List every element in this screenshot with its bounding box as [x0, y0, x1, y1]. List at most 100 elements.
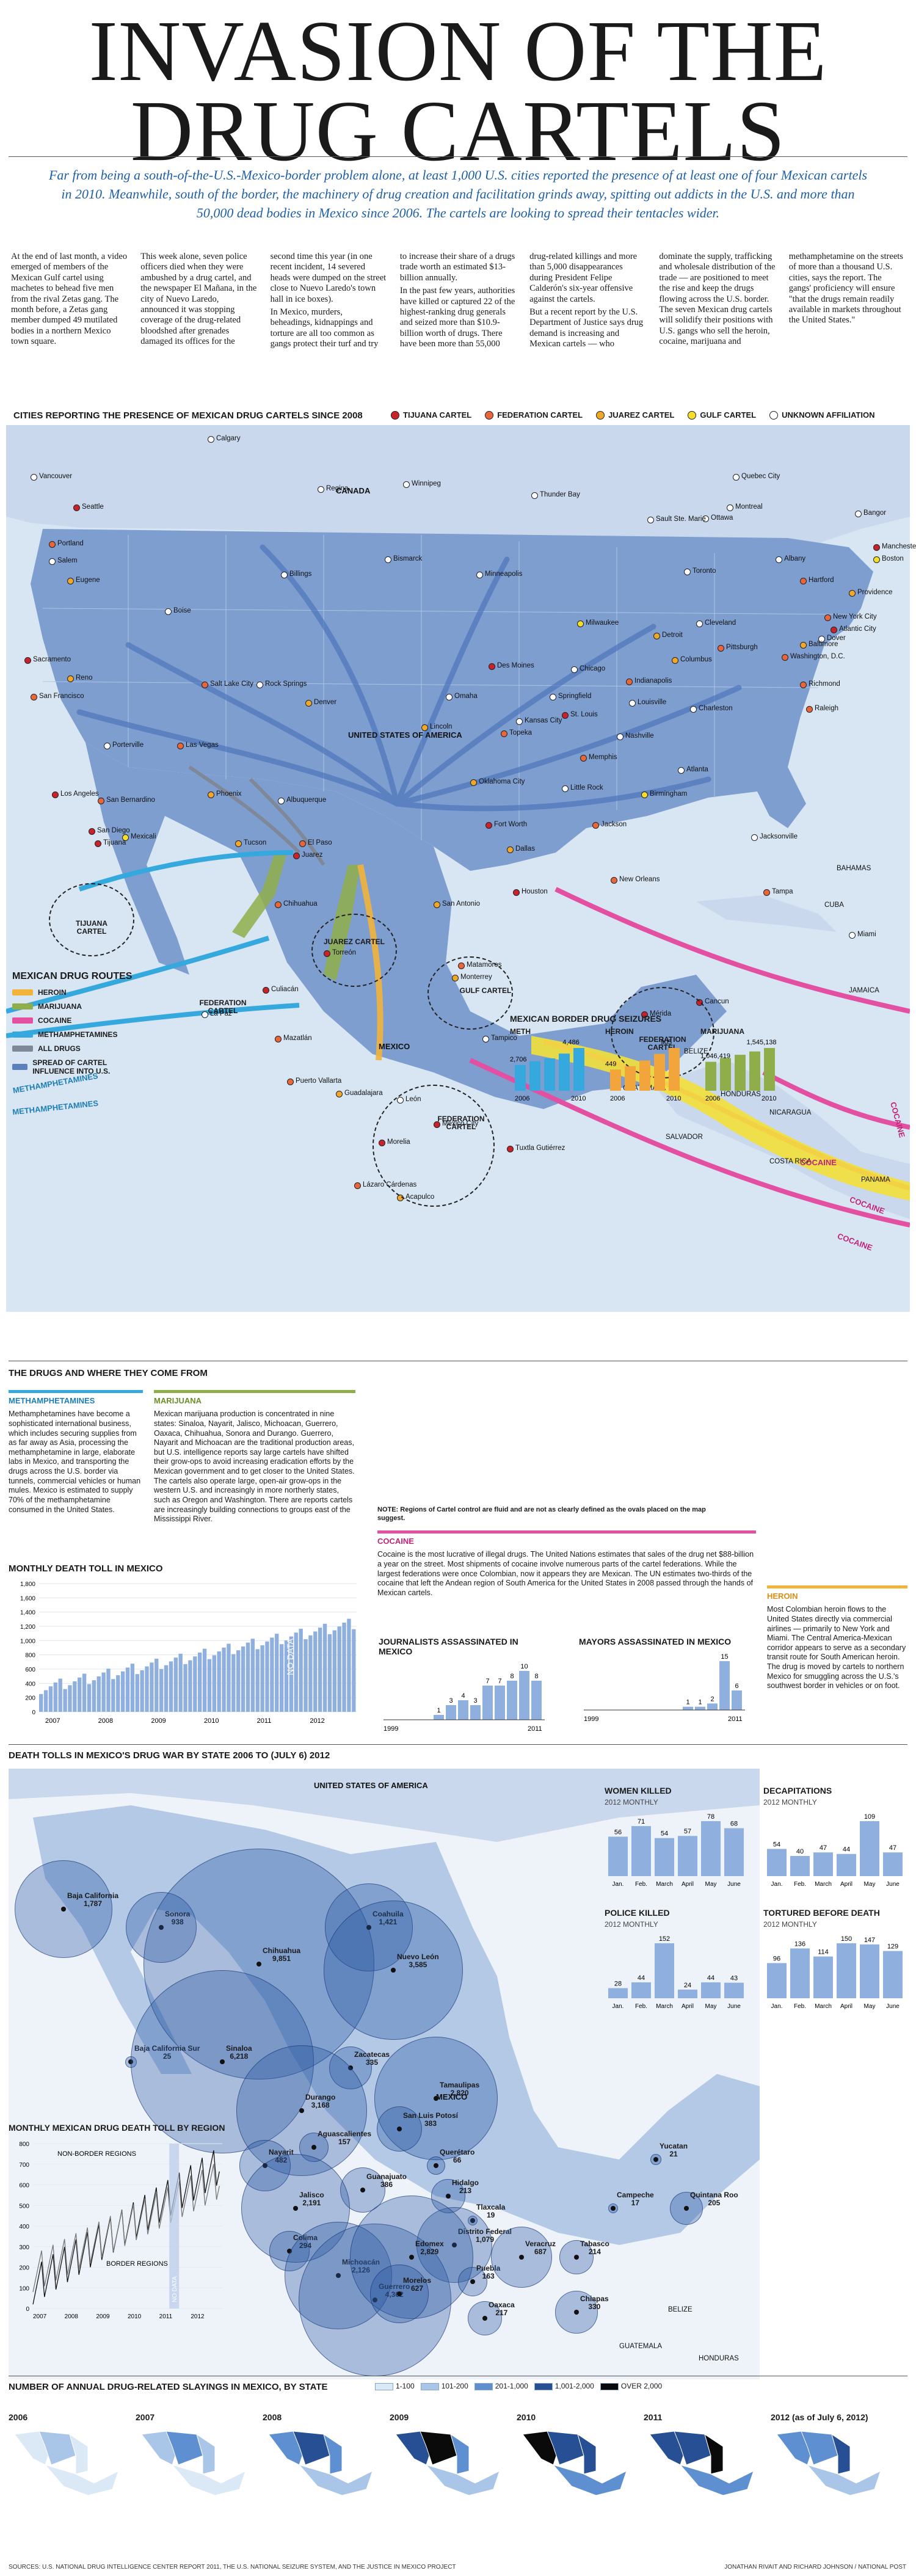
death-bar — [96, 1676, 101, 1712]
death-bar — [53, 1682, 58, 1712]
juarez-dot-icon — [596, 410, 605, 420]
death-bar — [145, 1666, 149, 1712]
city-label: Tucson — [244, 839, 267, 846]
state-name: Veracruz — [525, 2239, 556, 2248]
state-center-dot — [611, 2206, 616, 2211]
small-bar — [790, 1948, 810, 1998]
death-bar — [227, 1643, 231, 1712]
city-label: Montreal — [735, 503, 763, 511]
seizure-bar — [639, 1060, 650, 1091]
death-bar — [245, 1642, 250, 1712]
city-marker — [446, 694, 453, 700]
city-marker — [516, 718, 523, 725]
month-label: April — [840, 1881, 852, 1888]
state-name: Sinaloa — [226, 2044, 252, 2053]
city-marker — [800, 682, 807, 688]
legend-label: GULF CARTEL — [700, 410, 757, 420]
legend-tijuana: TIJUANA CARTEL — [391, 410, 471, 420]
small-bar-label: 129 — [887, 1943, 898, 1951]
small-bar-label: 47 — [889, 1844, 896, 1852]
country-costa-rica: COSTA RICA — [769, 1158, 812, 1165]
country-cuba: CUBA — [824, 901, 844, 909]
city-label: Hartford — [809, 577, 834, 584]
death-bar — [318, 1628, 322, 1712]
y-tick-label: 800 — [25, 1653, 35, 1659]
state-center-dot — [397, 2127, 402, 2131]
death-bar — [198, 1652, 202, 1712]
marijuana-text: Mexican marijuana production is concentr… — [154, 1410, 355, 1524]
city-marker — [318, 486, 324, 493]
month-label: June — [727, 2003, 741, 2010]
city-marker — [122, 834, 129, 841]
state-name: Distrito Federal — [458, 2227, 512, 2236]
city-marker — [73, 504, 80, 511]
state-label: Edomex 2,829 — [415, 2239, 444, 2257]
bar-label: 7 — [485, 1678, 489, 1685]
city-marker — [67, 578, 74, 584]
meth-info: METHAMPHETAMINES Methamphetamines have b… — [9, 1390, 143, 1515]
state-label: Nuevo León 3,585 — [397, 1952, 439, 1969]
city-marker — [751, 834, 758, 841]
city-marker — [562, 785, 569, 792]
small-bar-label: 24 — [684, 1982, 691, 1989]
death-bar — [106, 1668, 111, 1712]
city-marker — [678, 767, 685, 774]
x-tick-label: 2009 — [96, 2313, 110, 2320]
small-chart-title: DECAPITATIONS — [763, 1786, 832, 1796]
death-bar — [78, 1677, 82, 1712]
unknown-dot-icon — [769, 410, 779, 420]
route-legend-label: METHAMPHETAMINES — [38, 1030, 118, 1039]
small-bar — [655, 1838, 674, 1876]
month-label: April — [682, 1881, 694, 1888]
small-bar — [790, 1855, 810, 1876]
title-rule — [9, 156, 907, 157]
city-marker — [501, 730, 507, 737]
region-north — [38, 2431, 76, 2465]
small-bar-label: 68 — [730, 1821, 738, 1828]
region-south — [171, 2464, 246, 2496]
state-value: 2,829 — [420, 2247, 439, 2257]
city-label: Cleveland — [705, 619, 736, 627]
city-marker — [818, 636, 825, 642]
y-tick-label: 300 — [19, 2244, 29, 2251]
city-label: Calgary — [216, 435, 241, 442]
seizure-bar — [573, 1048, 584, 1091]
bar-label: 3 — [473, 1697, 477, 1705]
city-label: Richmond — [809, 680, 840, 688]
x-tick-label: 2007 — [45, 1717, 60, 1725]
city-marker — [235, 840, 242, 847]
region-south — [44, 2464, 119, 2496]
city-label: Atlanta — [686, 766, 708, 773]
small-bar-label: 56 — [614, 1828, 622, 1836]
city-label: Boise — [173, 607, 191, 614]
seizure-year-start: 2006 — [610, 1095, 625, 1102]
city-label: Milwaukee — [586, 619, 619, 627]
annual-map-svg — [14, 2431, 119, 2496]
seizure-last-value: 4,486 — [562, 1039, 580, 1046]
city-label: Charleston — [699, 705, 733, 712]
death-bar — [260, 1645, 264, 1712]
city-label: Las Vegas — [186, 741, 219, 749]
region-northeast — [450, 2433, 470, 2475]
seizure-year-start: 2006 — [515, 1095, 529, 1102]
route-legend-item: METHAMPHETAMINES — [12, 1030, 147, 1039]
state-center-dot — [684, 2206, 689, 2211]
border-label: BORDER REGIONS — [106, 2260, 168, 2268]
city-label: Bismarck — [393, 555, 423, 562]
state-center-dot — [256, 1962, 261, 1967]
state-center-dot — [220, 2059, 225, 2064]
city-label: Dover — [827, 635, 846, 642]
route-arrow-icon — [12, 1031, 33, 1038]
x-tick-label: 2012 — [191, 2313, 205, 2320]
bar — [458, 1700, 468, 1720]
country-canada: CANADA — [336, 486, 371, 495]
city-marker — [354, 1182, 361, 1189]
state-center-dot — [311, 2145, 316, 2150]
city-marker — [617, 733, 623, 740]
city-label: New York City — [833, 613, 877, 620]
small-bar-label: 96 — [773, 1955, 780, 1962]
seizure-label: MARIJUANA — [700, 1027, 744, 1036]
state-value: 687 — [534, 2247, 547, 2257]
death-bar — [212, 1655, 217, 1712]
death-bar — [92, 1680, 96, 1712]
